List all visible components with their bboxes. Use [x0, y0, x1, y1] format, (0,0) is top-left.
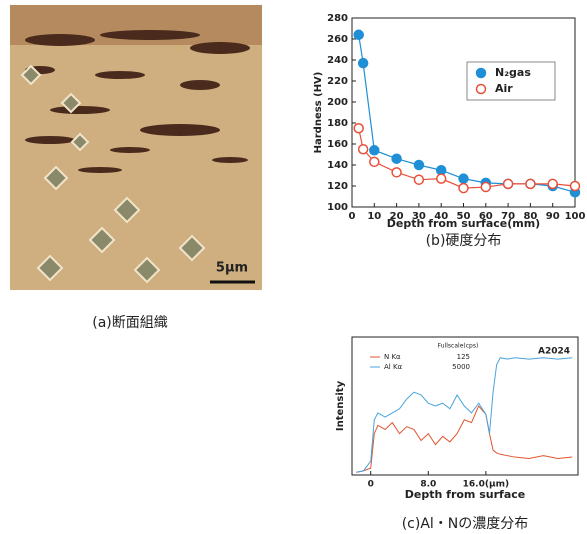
chart-title: A2024	[538, 347, 570, 357]
legend-label: N₂gas	[495, 66, 531, 79]
y-tick-label: 120	[327, 181, 348, 192]
series-line	[359, 35, 575, 193]
point	[526, 179, 535, 188]
legend-label: Al Kα	[384, 363, 403, 371]
legend-fullscale: 5000	[452, 363, 470, 371]
point	[359, 59, 368, 68]
legend-marker	[477, 69, 486, 78]
point	[354, 30, 363, 39]
y-tick-label: 160	[327, 139, 348, 150]
legend-fullscale: 125	[457, 353, 470, 361]
caption: (a)断面組織	[92, 315, 168, 331]
y-tick-label: 280	[327, 13, 348, 24]
point	[481, 183, 490, 192]
point	[571, 182, 580, 191]
figure: 5μm (a)断面組織 1001201401601802002202402602…	[0, 0, 587, 534]
y-tick-label: 240	[327, 55, 348, 66]
legend-label: N Kα	[384, 353, 401, 361]
point	[359, 145, 368, 154]
x-tick-label: 90	[546, 211, 560, 222]
y-tick-label: 140	[327, 160, 348, 171]
point	[414, 161, 423, 170]
y-tick-label: 220	[327, 76, 348, 87]
point	[370, 146, 379, 155]
point	[548, 179, 557, 188]
point	[392, 168, 401, 177]
series-line	[356, 406, 572, 472]
point	[392, 154, 401, 163]
x-tick-label: 0	[349, 211, 356, 222]
scale-label: 5μm	[216, 261, 248, 276]
y-axis-label: Hardness (HV)	[313, 72, 324, 154]
micrograph: 5μm (a)断面組織	[10, 5, 262, 331]
y-tick-label: 100	[327, 202, 348, 213]
point	[437, 174, 446, 183]
y-tick-label: 200	[327, 97, 348, 108]
legend-title: Fullscale(cps)	[438, 343, 479, 350]
y-tick-label: 180	[327, 118, 348, 129]
point	[370, 157, 379, 166]
x-tick-label: 10	[367, 211, 381, 222]
legend-marker	[477, 85, 486, 94]
point	[504, 179, 513, 188]
point	[459, 184, 468, 193]
y-tick-label: 260	[327, 34, 348, 45]
point	[354, 124, 363, 133]
series-line	[356, 358, 572, 473]
x-tick-label: 100	[565, 211, 586, 222]
point	[459, 174, 468, 183]
x-tick-label: 0	[368, 480, 374, 490]
point	[414, 175, 423, 184]
x-axis-label: Depth from surface(mm)	[387, 217, 540, 230]
legend-label: Air	[495, 82, 513, 95]
x-axis-label: Depth from surface	[405, 488, 525, 501]
caption: (b)硬度分布	[426, 233, 502, 249]
y-axis-label: Intensity	[335, 380, 346, 431]
caption: (c)Al・Nの濃度分布	[402, 516, 529, 532]
